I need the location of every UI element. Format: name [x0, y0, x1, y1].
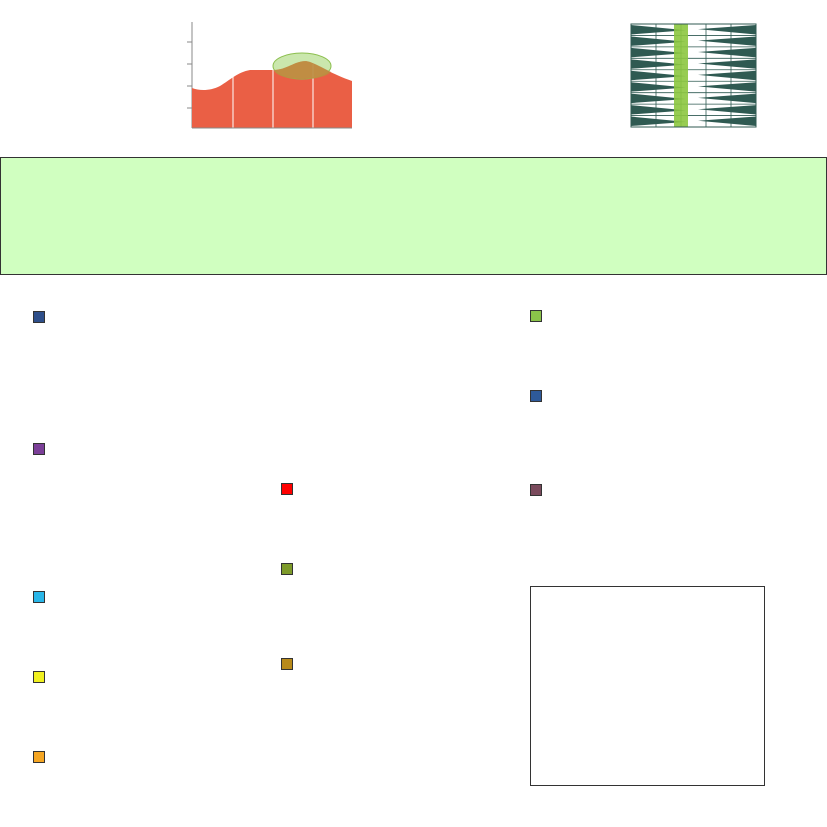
pattern-wedge-right	[698, 82, 756, 92]
legend-swatch	[33, 311, 45, 323]
y-axis	[187, 22, 193, 128]
pattern-wedge-right	[698, 47, 756, 58]
pattern-chart	[630, 23, 757, 128]
pattern-frame	[630, 23, 757, 128]
legend-swatch	[530, 484, 542, 496]
pattern-wedge-left	[631, 116, 686, 126]
legend-swatch	[530, 310, 542, 322]
area-chart	[187, 22, 352, 129]
pattern-wedge-left	[631, 36, 686, 46]
info-box	[530, 586, 765, 786]
pattern-wedge-left	[631, 47, 686, 58]
pattern-wedge-right	[698, 70, 756, 81]
pattern-wedge-right	[698, 36, 756, 46]
pattern-wedge-left	[631, 59, 686, 69]
pattern-wedge-right	[698, 105, 756, 115]
legend-swatch	[281, 658, 293, 670]
legend-swatch	[33, 591, 45, 603]
pattern-wedge-right	[698, 25, 756, 35]
legend-swatch	[530, 390, 542, 402]
pattern-wedge-left	[631, 70, 686, 81]
pattern-wedge-left	[631, 105, 686, 115]
pattern-wedge-right	[698, 116, 756, 126]
legend-swatch	[33, 671, 45, 683]
pattern-wedge-right	[698, 93, 756, 104]
banner-panel	[0, 157, 827, 275]
pattern-wedge-left	[631, 93, 686, 104]
pattern-wedge-left	[631, 25, 686, 35]
legend-swatch	[33, 443, 45, 455]
highlight-overlap	[274, 61, 331, 79]
legend-swatch	[281, 483, 293, 495]
pattern-band	[674, 24, 688, 127]
pattern-wedge-right	[698, 59, 756, 69]
legend-swatch	[281, 563, 293, 575]
pattern-wedge-left	[631, 82, 686, 92]
pattern-wedges	[631, 25, 756, 126]
legend-swatch	[33, 751, 45, 763]
